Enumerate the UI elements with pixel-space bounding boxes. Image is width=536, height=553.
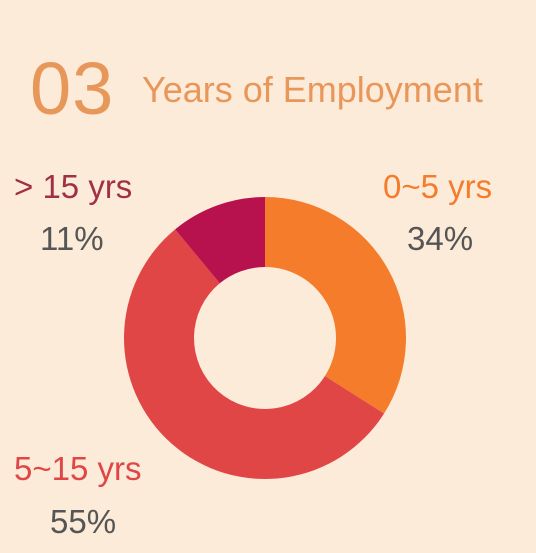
chart-title: Years of Employment: [142, 69, 483, 110]
slice-over-15-yrs: [175, 197, 265, 284]
slice-5-15-yrs: [123, 229, 385, 480]
percent-0-5-yrs: 34%: [407, 220, 474, 257]
label-over-15-yrs: > 15 yrs: [14, 168, 133, 205]
percent-over-15-yrs: 11%: [40, 220, 104, 257]
percent-5-15-yrs: 55%: [50, 503, 117, 540]
slice-0-5-yrs: [265, 197, 406, 414]
section-number: 03: [30, 47, 115, 130]
label-0-5-yrs: 0~5 yrs: [383, 168, 493, 205]
label-5-15-yrs: 5~15 yrs: [14, 450, 142, 487]
